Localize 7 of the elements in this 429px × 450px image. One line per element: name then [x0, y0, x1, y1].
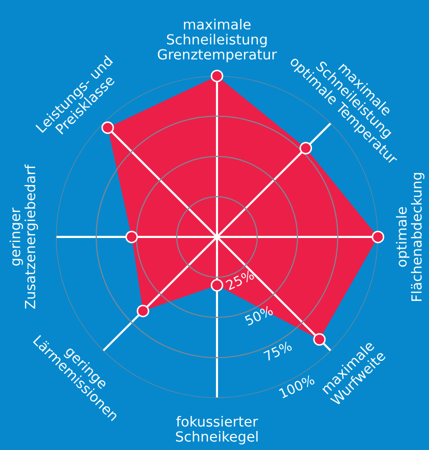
spoke-label: fokussierter Schneikegel: [176, 416, 258, 444]
spoke-label: optimale Flächenabdeckung: [396, 172, 424, 301]
y-tick-label: 25%: [225, 270, 255, 290]
y-tick-label: 50%: [244, 305, 274, 326]
spoke-label: maximale Schneileistung Grenztemperatur: [158, 18, 277, 62]
spoke-label: geringer Zusatzenergiebedarf: [10, 164, 38, 309]
y-tick-label: 75%: [263, 340, 292, 362]
